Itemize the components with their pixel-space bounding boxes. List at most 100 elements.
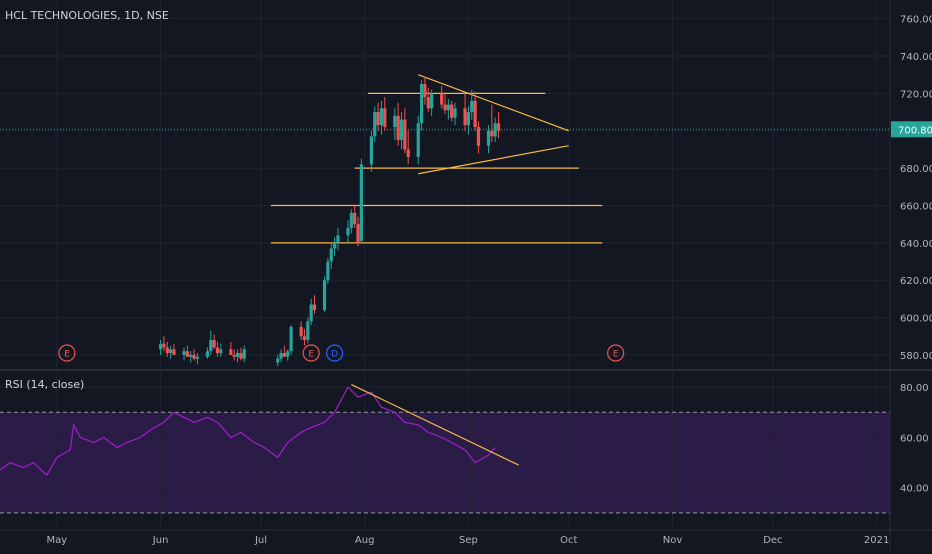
rsi-line — [0, 386, 496, 477]
candle-body — [232, 354, 236, 357]
candle-body — [496, 123, 501, 131]
price-axis-tick: 680.00 — [900, 164, 932, 175]
candle-body — [336, 235, 340, 243]
time-axis-tick: Jun — [152, 535, 169, 546]
candle-body — [309, 304, 313, 322]
candle-body — [383, 108, 387, 128]
price-axis-tick: 620.00 — [900, 276, 932, 287]
price-axis-tick: 600.00 — [900, 314, 932, 325]
candle-body — [346, 227, 350, 236]
candle-body — [426, 97, 430, 109]
candle-body — [476, 127, 481, 146]
candle-body — [396, 115, 400, 141]
candle-body — [419, 84, 424, 124]
candle-body — [359, 164, 363, 241]
event-marker-earnings — [302, 344, 320, 362]
candle-body — [403, 119, 407, 150]
last-price-label: 700.80 — [898, 125, 932, 136]
candle-body — [299, 326, 303, 337]
candle-body — [282, 353, 286, 357]
candle-body — [443, 104, 447, 111]
time-axis-tick: May — [47, 535, 68, 546]
candle-body — [165, 347, 169, 354]
rsi-title: RSI (14, close) — [5, 378, 85, 391]
candle-body — [192, 354, 196, 359]
candle-body — [453, 108, 457, 118]
candle-body — [332, 242, 337, 249]
candle-body — [212, 339, 216, 348]
candle-body — [286, 351, 290, 357]
event-marker-earnings — [607, 344, 625, 362]
candle-body — [490, 130, 494, 137]
chart-title: HCL TECHNOLOGIES, 1D, NSE — [5, 9, 169, 22]
time-axis-tick: 2021 — [864, 535, 889, 546]
candle-body — [235, 353, 240, 357]
candle-body — [279, 353, 283, 359]
time-axis-tick: Oct — [560, 535, 577, 546]
candle-body — [356, 224, 360, 243]
candle-body — [430, 93, 434, 109]
price-axis-tick: 660.00 — [900, 201, 932, 212]
candle-body — [172, 349, 176, 355]
candle-body — [162, 343, 166, 348]
candle-body — [209, 339, 213, 352]
candle-body — [486, 130, 491, 146]
price-trendline — [418, 74, 570, 132]
candle-body — [169, 349, 173, 354]
candle-body — [312, 304, 317, 311]
candle-body — [219, 349, 223, 354]
candle-body — [406, 149, 410, 157]
candle-body — [423, 84, 427, 98]
candle-body — [440, 93, 444, 105]
last-price-label-bg — [891, 121, 932, 138]
candle-body — [446, 104, 450, 111]
event-marker-label: D — [331, 350, 338, 360]
candle-body — [326, 261, 330, 281]
candle-body — [205, 351, 210, 357]
candle-body — [416, 123, 420, 157]
candle-body — [322, 280, 327, 311]
candle-body — [353, 212, 357, 225]
candle-body — [195, 356, 200, 359]
candle-body — [393, 115, 397, 128]
event-marker-label: E — [64, 350, 70, 360]
candle-body — [289, 326, 293, 352]
event-marker-label: E — [613, 350, 619, 360]
candle-body — [399, 119, 404, 141]
candle-body — [215, 347, 220, 354]
rsi-axis-tick: 80.00 — [900, 383, 929, 394]
candle-body — [159, 343, 163, 350]
price-axis-tick: 580.00 — [900, 351, 932, 362]
candle-body — [369, 136, 373, 165]
time-axis-tick: Jul — [254, 535, 267, 546]
time-axis-tick: Aug — [355, 535, 375, 546]
rsi-axis-tick: 40.00 — [900, 484, 929, 495]
candle-body — [470, 100, 474, 113]
event-marker-label: E — [308, 350, 314, 360]
time-axis-tick: Dec — [763, 535, 782, 546]
candle-body — [242, 349, 246, 359]
candle-body — [239, 353, 243, 359]
price-trendline — [418, 145, 569, 175]
candle-body — [182, 351, 186, 355]
candle-body — [302, 336, 307, 340]
candle-body — [189, 354, 193, 357]
candle-body — [379, 108, 384, 126]
candle-body — [466, 112, 471, 126]
candle-body — [349, 212, 353, 228]
event-marker-dividend — [325, 344, 344, 362]
candle-body — [373, 112, 377, 137]
candle-body — [306, 321, 310, 340]
rsi-axis-tick: 60.00 — [900, 433, 929, 444]
event-marker-earnings — [58, 344, 76, 362]
time-axis-tick: Sep — [459, 535, 478, 546]
candle-body — [450, 104, 454, 118]
candle-body — [329, 248, 333, 262]
price-axis-tick: 640.00 — [900, 239, 932, 250]
time-axis-tick: Nov — [663, 535, 683, 546]
rsi-band — [0, 412, 890, 513]
candle-body — [493, 123, 497, 137]
price-axis-tick: 720.00 — [900, 89, 932, 100]
